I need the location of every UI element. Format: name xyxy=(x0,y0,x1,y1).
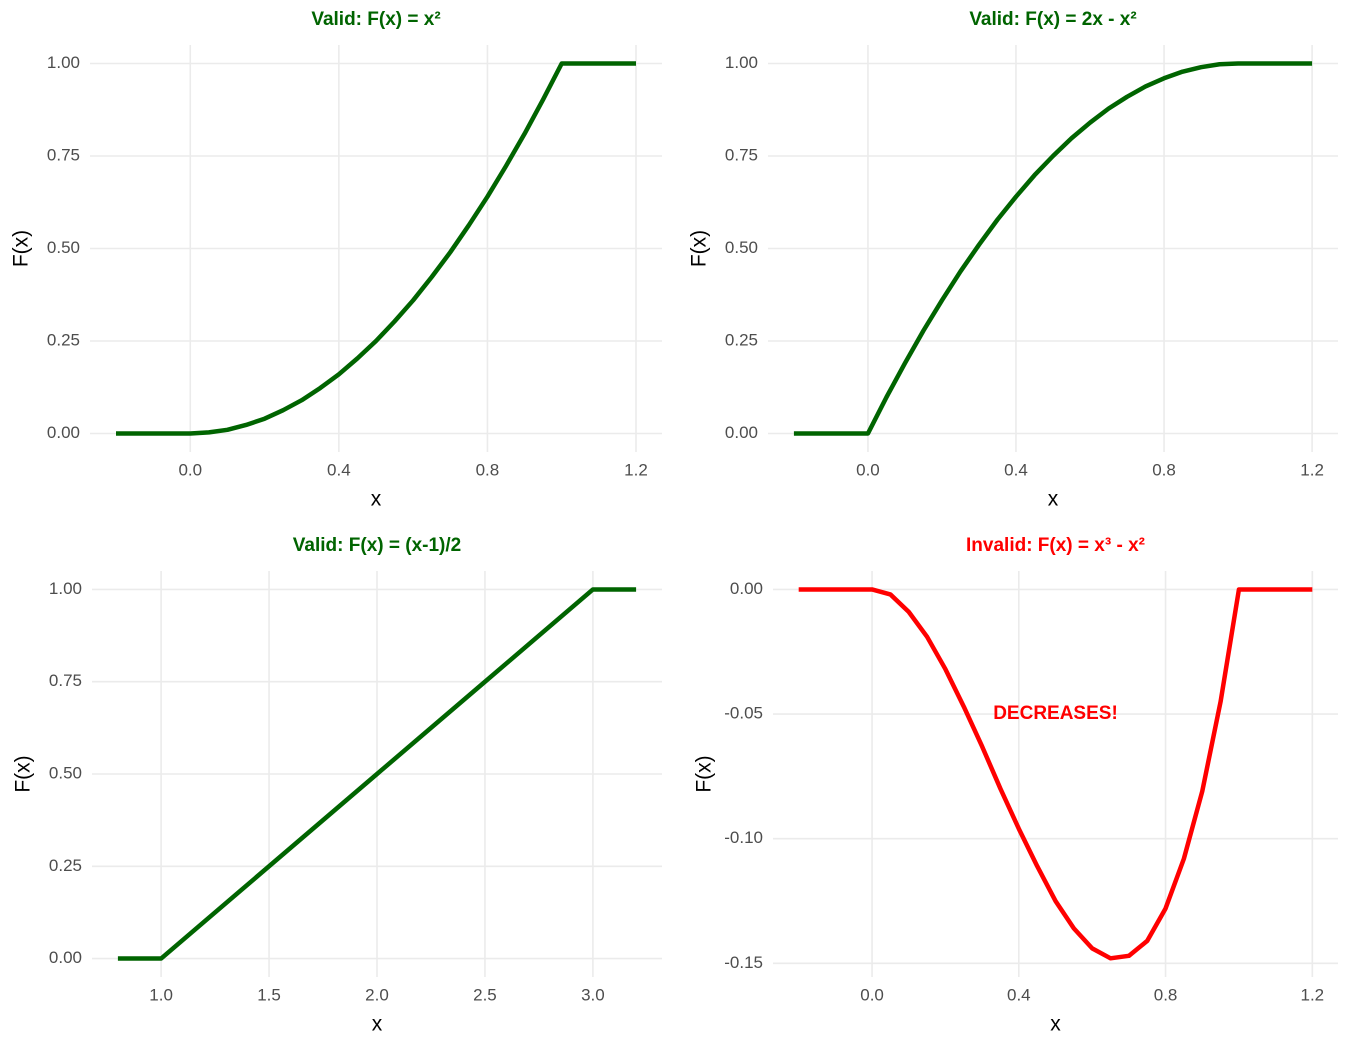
y-tick-label: 0.00 xyxy=(725,423,758,442)
y-axis-label: F(x) xyxy=(10,230,33,267)
y-tick-label: 0.75 xyxy=(725,145,758,164)
annotation: DECREASES! xyxy=(993,703,1118,724)
y-tick-label: 0.00 xyxy=(49,948,82,967)
x-tick-label: 1.2 xyxy=(624,460,648,479)
x-tick-label: 3.0 xyxy=(581,985,605,1004)
panel: Invalid: F(x) = x³ - x² 0.00 -0.05 -0.10 -0.… xyxy=(693,535,1338,1036)
y-tick-label: 0.50 xyxy=(49,763,82,782)
y-tick-label: 0.25 xyxy=(49,856,82,875)
line xyxy=(793,61,1313,436)
y-tick-label: 0.50 xyxy=(725,238,758,257)
x-tick-label: 0.0 xyxy=(178,460,202,479)
x-tick-label: 1.0 xyxy=(149,985,173,1004)
y-tick-label: -0.05 xyxy=(724,704,763,723)
y-tick-label: 0.25 xyxy=(47,330,80,349)
x-tick-label: 0.8 xyxy=(1152,460,1176,479)
x-tick-label: 2.0 xyxy=(365,985,389,1004)
line xyxy=(117,587,637,961)
x-axis-label: x xyxy=(1050,1013,1061,1036)
y-axis-label: F(x) xyxy=(12,755,35,792)
y-tick-label: 0.00 xyxy=(730,579,763,598)
panel-title: Valid: F(x) = 2x - x² xyxy=(969,9,1136,30)
x-tick-label: 1.2 xyxy=(1300,460,1324,479)
y-tick-label: 0.50 xyxy=(47,238,80,257)
x-tick-label: 0.4 xyxy=(1004,460,1028,479)
y-tick-label: 0.00 xyxy=(47,423,80,442)
x-tick-label: 0.4 xyxy=(327,460,351,479)
x-tick-label: 1.2 xyxy=(1300,985,1324,1004)
y-tick-label: -0.15 xyxy=(724,953,763,972)
x-tick-label: 0.8 xyxy=(1154,985,1178,1004)
y-axis-label: F(x) xyxy=(688,230,711,267)
x-tick-label: 0.0 xyxy=(860,985,884,1004)
panel-title: Valid: F(x) = x² xyxy=(311,9,440,30)
y-tick-label: 0.25 xyxy=(725,330,758,349)
y-tick-label: 1.00 xyxy=(49,579,82,598)
panel: Valid: F(x) = 2x - x² 0.00 0.25 0.50 0.75 1.0… xyxy=(688,9,1338,511)
panel-title: Valid: F(x) = (x-1)/2 xyxy=(293,535,461,556)
y-tick-label: -0.10 xyxy=(724,828,763,847)
x-tick-label: 0.4 xyxy=(1007,985,1031,1004)
x-tick-label: 0.8 xyxy=(476,460,500,479)
x-tick-label: 0.0 xyxy=(856,460,880,479)
x-axis-label: x xyxy=(1048,488,1059,511)
x-axis-label: x xyxy=(371,488,382,511)
y-axis-label: F(x) xyxy=(693,755,716,792)
y-tick-label: 1.00 xyxy=(47,53,80,72)
panel: Valid: F(x) = x² 0.00 0.25 0.50 0.75 1.00 0.0 0… xyxy=(10,9,662,511)
x-axis-label: x xyxy=(372,1013,383,1036)
panel-title: Invalid: F(x) = x³ - x² xyxy=(966,535,1145,556)
panel: Valid: F(x) = (x-1)/2 0.00 0.25 0.50 0.75 1.0… xyxy=(12,535,662,1036)
y-tick-label: 0.75 xyxy=(47,145,80,164)
x-tick-label: 1.5 xyxy=(257,985,281,1004)
y-tick-label: 1.00 xyxy=(725,53,758,72)
line xyxy=(798,587,1313,961)
x-tick-label: 2.5 xyxy=(473,985,497,1004)
y-tick-label: 0.75 xyxy=(49,671,82,690)
line xyxy=(116,61,636,436)
